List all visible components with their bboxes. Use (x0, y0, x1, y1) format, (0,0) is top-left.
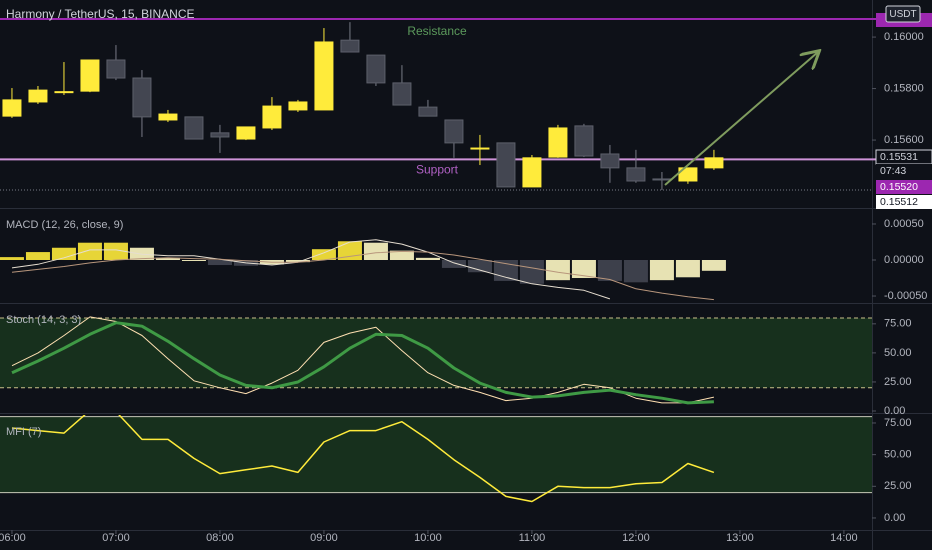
candle-body (80, 59, 100, 92)
histogram-bar (363, 242, 388, 260)
histogram-bar (311, 249, 336, 260)
pane-title: MFI (7) (6, 426, 41, 438)
candle-body (496, 142, 516, 188)
candle-body (600, 153, 620, 169)
y-tick-label: 50.00 (884, 347, 912, 359)
candle-body (28, 89, 48, 103)
histogram-bar (701, 259, 726, 271)
candle-body (184, 116, 204, 140)
indicator-line (11, 415, 715, 503)
candle-body (2, 99, 22, 117)
plot: Resistance Support (0, 18, 932, 503)
histogram-bar (415, 257, 440, 260)
price-tag (876, 195, 932, 209)
chart-title: Harmony / TetherUS, 15, BINANCE (6, 7, 195, 21)
histogram-bar (389, 250, 414, 260)
x-tick-label: 13:00 (726, 532, 754, 544)
x-tick-label: 06:00 (0, 532, 26, 544)
y-tick-label: 0.16000 (884, 31, 924, 43)
histogram-bar (103, 242, 128, 260)
candle-body (288, 101, 308, 111)
x-tick-label: 07:00 (102, 532, 130, 544)
x-tick-label: 10:00 (414, 532, 442, 544)
trend-arrow (664, 52, 818, 186)
y-tick-label: 75.00 (884, 318, 912, 330)
candle-body (548, 127, 568, 158)
histogram-bar (519, 259, 544, 284)
pane-title: MACD (12, 26, close, 9) (6, 219, 123, 231)
candle-body (236, 126, 256, 140)
candle-body (704, 157, 724, 169)
candle-body (158, 113, 178, 121)
candle-body (262, 105, 282, 129)
y-tick-label: 50.00 (884, 449, 912, 461)
histogram-bar (285, 259, 310, 263)
y-tick-label: -0.00050 (884, 290, 927, 302)
histogram-bar (207, 259, 232, 266)
histogram-bar (649, 259, 674, 281)
histogram-bar (0, 257, 24, 260)
y-tick-label: 0.15600 (884, 134, 924, 146)
y-tick-label: 0.15800 (884, 82, 924, 94)
candle-body (340, 39, 360, 53)
histogram-bar (181, 259, 206, 261)
candle-body (392, 82, 412, 106)
indicator-line (11, 316, 715, 404)
x-tick-label: 11:00 (519, 532, 546, 544)
histogram-bar (623, 259, 648, 283)
x-tick-label: 12:00 (622, 532, 650, 544)
candle-body (54, 91, 74, 94)
pane-title: Stoch (14, 3, 3) (6, 314, 81, 326)
price-tag-label: 0.15520 (880, 181, 918, 193)
candle-body (132, 77, 152, 118)
price-tag (876, 180, 932, 194)
y-tick-label: 25.00 (884, 376, 912, 388)
indicator-line (11, 239, 611, 300)
x-tick-label: 08:00 (206, 532, 234, 544)
histogram-bar (25, 252, 50, 260)
candle-body (574, 125, 594, 157)
candle-body (314, 41, 334, 111)
x-tick-label: 14:00 (830, 532, 858, 544)
y-tick-label: 0.00 (884, 405, 905, 417)
band-fill (0, 416, 872, 493)
candle-body (366, 54, 386, 84)
candle-body (444, 119, 464, 144)
level-label: Resistance (407, 24, 467, 38)
candle-body (210, 132, 230, 138)
candle-body (418, 106, 438, 117)
histogram-bar (467, 259, 492, 273)
candle-body (106, 59, 126, 79)
histogram-bar (77, 242, 102, 260)
currency-button[interactable] (885, 5, 921, 23)
candle-body (678, 167, 698, 182)
price-tag-label: 0.15512 (880, 196, 918, 208)
level-label: Support (416, 163, 459, 177)
histogram-bar (155, 257, 180, 260)
candle-body (470, 147, 490, 150)
x-tick-label: 09:00 (310, 532, 338, 544)
candle-body (626, 167, 646, 182)
indicator-line (11, 321, 714, 405)
y-tick-label: 75.00 (884, 417, 912, 429)
y-tick-label: 25.00 (884, 480, 912, 492)
candle-body (652, 178, 672, 181)
price-tag-label: 0.15531 (880, 151, 918, 163)
histogram-bar (597, 259, 622, 281)
y-tick-label: 0.00000 (884, 254, 924, 266)
candle-body (522, 157, 542, 188)
y-tick-label: 0.00050 (884, 218, 924, 230)
price-tag-label: 07:43 (880, 165, 906, 177)
currency-label[interactable]: USDT (889, 9, 916, 20)
histogram-bar (571, 259, 596, 279)
y-tick-label: 0.00 (884, 512, 905, 524)
histogram-bar (545, 259, 570, 281)
histogram-bar (51, 247, 76, 260)
indicator-line (11, 250, 714, 301)
price-tag (876, 164, 932, 178)
histogram-bar (675, 259, 700, 278)
histogram-bar (441, 259, 466, 268)
